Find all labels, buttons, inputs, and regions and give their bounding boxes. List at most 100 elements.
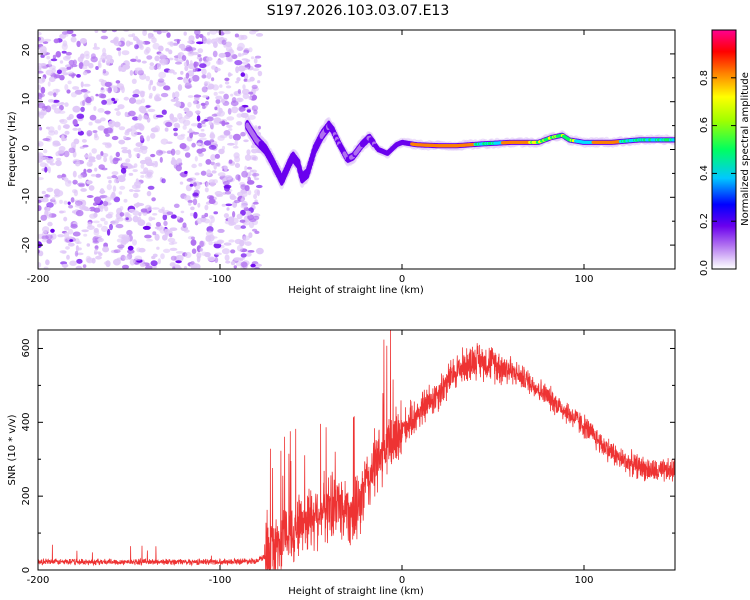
noise-speckle: [159, 156, 163, 163]
noise-speckle: [166, 32, 171, 38]
noise-speckle: [144, 234, 152, 239]
noise-speckle: [43, 38, 52, 42]
noise-speckle: [250, 56, 255, 60]
noise-speckle: [212, 84, 220, 91]
noise-speckle: [225, 260, 231, 264]
noise-speckle: [122, 235, 131, 243]
noise-speckle: [195, 33, 200, 39]
noise-speckle: [205, 159, 212, 165]
noise-speckle: [169, 227, 178, 231]
noise-speckle: [61, 134, 65, 142]
noise-speckle: [180, 70, 184, 75]
colorbar-tick-label-4: 0.6: [699, 117, 710, 133]
noise-speckle: [174, 97, 179, 102]
noise-speckle: [57, 174, 63, 179]
noise-speckle: [196, 148, 203, 154]
noise-speckle: [177, 52, 181, 60]
noise-speckle: [86, 195, 94, 198]
spec-xtick-label-3: 0: [399, 274, 405, 285]
noise-speckle: [150, 260, 158, 267]
noise-speckle: [106, 184, 112, 191]
noise-speckle: [44, 166, 48, 173]
noise-speckle: [83, 154, 89, 158]
noise-speckle: [67, 201, 71, 205]
noise-speckle: [254, 263, 262, 267]
noise-speckle: [82, 264, 87, 268]
noise-speckle: [239, 219, 246, 223]
noise-speckle: [47, 166, 51, 174]
noise-speckle: [214, 67, 221, 72]
noise-speckle: [246, 79, 252, 83]
noise-speckle: [185, 72, 190, 79]
noise-speckle: [140, 208, 148, 213]
noise-speckle: [184, 170, 188, 175]
noise-speckle: [126, 128, 133, 132]
noise-speckle: [189, 60, 193, 66]
noise-speckle: [164, 127, 169, 132]
noise-speckle: [203, 140, 212, 146]
noise-speckle: [86, 130, 93, 137]
noise-speckle: [217, 228, 225, 233]
noise-speckle: [145, 265, 153, 269]
noise-speckle: [158, 53, 164, 57]
noise-speckle: [121, 149, 129, 154]
noise-speckle: [82, 144, 89, 148]
noise-speckle: [205, 182, 209, 187]
noise-speckle: [98, 93, 105, 99]
noise-speckle: [63, 226, 70, 231]
noise-speckle: [77, 174, 83, 179]
noise-speckle: [187, 199, 193, 204]
noise-speckle: [149, 62, 155, 67]
noise-speckle: [200, 142, 205, 148]
noise-speckle: [225, 203, 233, 207]
noise-speckle: [256, 189, 260, 197]
noise-speckle: [102, 47, 107, 55]
noise-speckle: [38, 70, 44, 74]
noise-speckle: [77, 130, 84, 136]
noise-speckle: [234, 238, 243, 245]
noise-speckle: [88, 62, 94, 69]
noise-speckle: [243, 78, 248, 82]
noise-speckle: [68, 147, 76, 154]
noise-speckle: [208, 121, 213, 126]
noise-speckle: [72, 119, 78, 126]
noise-speckle: [95, 255, 102, 260]
noise-speckle: [150, 153, 156, 158]
noise-speckle: [227, 142, 235, 146]
noise-speckle: [94, 167, 98, 172]
noise-speckle: [126, 164, 133, 168]
noise-speckle: [218, 30, 224, 34]
noise-speckle: [92, 220, 100, 224]
spec-xtick-label-2: -100: [209, 274, 232, 285]
noise-speckle: [97, 237, 104, 243]
noise-speckle: [52, 99, 60, 103]
noise-speckle: [83, 233, 88, 237]
noise-speckle: [231, 106, 239, 114]
noise-speckle: [59, 74, 65, 81]
noise-speckle: [135, 178, 139, 185]
noise-speckle: [42, 41, 49, 44]
noise-speckle: [183, 265, 188, 269]
noise-speckle: [55, 51, 62, 58]
noise-speckle: [127, 110, 136, 117]
noise-speckle: [241, 58, 249, 61]
noise-speckle: [134, 262, 140, 265]
noise-speckle: [75, 161, 81, 167]
noise-speckle: [156, 149, 163, 156]
noise-speckle: [139, 145, 148, 151]
noise-speckle: [42, 138, 51, 141]
noise-speckle: [161, 178, 166, 184]
noise-speckle: [211, 77, 215, 82]
noise-speckle: [130, 58, 137, 62]
noise-speckle: [243, 139, 249, 143]
noise-speckle: [91, 148, 97, 154]
noise-speckle: [115, 223, 124, 229]
spec-ytick-label-4: 10: [21, 93, 32, 106]
noise-speckle: [41, 156, 49, 160]
noise-speckle: [209, 131, 215, 139]
noise-speckle: [247, 189, 252, 196]
colorbar-tick-label-2: 0.2: [699, 213, 710, 229]
noise-speckle: [213, 163, 217, 170]
noise-speckle: [152, 42, 160, 50]
ridge-core: [672, 138, 675, 142]
